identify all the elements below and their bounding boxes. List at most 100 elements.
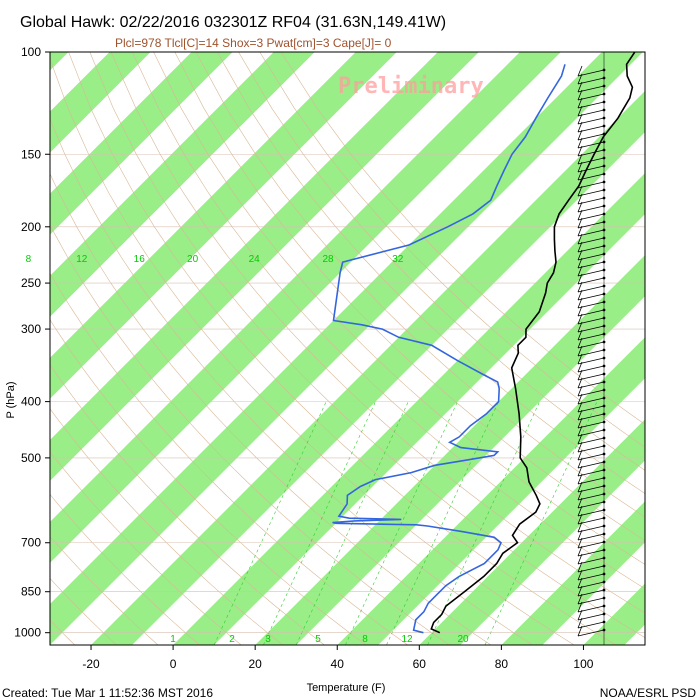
dry-adiabat — [50, 173, 492, 645]
isotherm-band — [419, 419, 645, 645]
wind-barb-flag — [577, 129, 583, 141]
temperature-bands — [50, 52, 645, 645]
wind-barb-dot — [602, 604, 606, 608]
wind-barb-flag — [577, 433, 583, 445]
wind-barb-dot — [602, 420, 606, 424]
mixing-ratio-label: 8 — [26, 254, 32, 265]
isotherm-band — [50, 52, 643, 645]
wind-barb — [577, 457, 606, 469]
wind-barb-dot — [602, 388, 606, 392]
wind-barb-flag — [577, 281, 583, 293]
dry-adiabat — [50, 364, 325, 645]
dry-adiabat — [50, 272, 408, 645]
wind-barb-dot — [602, 540, 606, 544]
isotherm-band — [173, 173, 645, 645]
wind-barb-staff — [577, 349, 605, 357]
wind-barb-staff — [577, 573, 605, 581]
mixing-ratio-label: 28 — [322, 254, 334, 265]
wind-barb-staff — [577, 373, 605, 381]
wind-barb-dot — [602, 76, 606, 80]
agency-footer: NOAA/ESRL PSD — [600, 686, 697, 700]
wind-barb-dot — [602, 308, 606, 312]
wind-barb-flag — [577, 153, 583, 165]
dry-adiabat — [50, 118, 533, 645]
wind-barb-staff — [577, 397, 605, 405]
watermark: Preliminary — [338, 74, 484, 99]
wind-barb-dot — [602, 164, 606, 168]
wind-barb-dot — [602, 84, 606, 88]
wind-barb-flag — [577, 537, 583, 549]
mixing-ratio-labels: 8 12 16 20 24 28 321 2 3 5 8 12 20 — [26, 254, 469, 645]
wind-barb — [577, 553, 606, 565]
wind-barb — [577, 73, 606, 85]
wind-barb-dot — [602, 492, 606, 496]
wind-barb-staff — [577, 93, 605, 101]
y-tick-label: 500 — [21, 451, 41, 465]
wind-barb-dot — [602, 220, 606, 224]
wind-barb — [577, 201, 606, 213]
mixing-ratio-bottom-label: 12 — [401, 634, 413, 645]
wind-barb-staff — [577, 485, 605, 493]
wind-barb-flag — [577, 553, 583, 565]
wind-barb-flag — [577, 265, 583, 277]
wind-barb — [577, 217, 606, 229]
created-footer: Created: Tue Mar 1 11:52:36 MST 2016 — [2, 686, 213, 700]
wind-barb — [577, 241, 606, 253]
wind-barb — [577, 433, 606, 445]
wind-barb-staff — [577, 285, 605, 293]
wind-barb-dot — [602, 316, 606, 320]
isotherm-band — [337, 337, 645, 645]
wind-barb-dot — [602, 612, 606, 616]
dewpoint-profile — [332, 64, 566, 634]
wind-barb-flag — [577, 305, 583, 317]
dry-adiabat — [50, 536, 159, 645]
wind-barb-dot — [602, 156, 606, 160]
wind-barb-staff — [577, 269, 605, 277]
wind-barb — [577, 153, 606, 165]
dry-adiabat — [195, 52, 645, 518]
wind-barb-flag — [577, 473, 583, 485]
wind-barb-dot — [602, 140, 606, 144]
wind-barb-dot — [602, 500, 606, 504]
wind-barb — [577, 329, 606, 341]
wind-barb-dot — [602, 628, 606, 632]
wind-barb — [577, 129, 606, 141]
isotherm-band — [583, 583, 645, 645]
temperature-profile — [430, 52, 636, 634]
wind-barb — [577, 569, 606, 581]
wind-barb — [577, 113, 606, 125]
wind-barb-dot — [602, 524, 606, 528]
wind-barb — [577, 281, 606, 293]
wind-barb-flag — [577, 609, 583, 621]
wind-barb-dot — [602, 196, 606, 200]
x-tick-label: 100 — [573, 657, 593, 671]
wind-barb-staff — [577, 341, 605, 349]
wind-barb-flag — [577, 65, 583, 77]
wind-barb — [577, 225, 606, 237]
wind-barb — [577, 465, 606, 477]
wind-barb-dot — [602, 372, 606, 376]
wind-barb-staff — [577, 549, 605, 557]
wind-barb-staff — [577, 325, 605, 333]
wind-barb-flag — [577, 209, 583, 221]
wind-barb-dot — [602, 108, 606, 112]
wind-barb-flag — [577, 585, 583, 597]
y-tick-label: 200 — [21, 220, 41, 234]
dry-adiabat — [50, 224, 450, 645]
wind-barb-dot — [602, 564, 606, 568]
wind-barb — [577, 161, 606, 173]
wind-barb-staff — [577, 413, 605, 421]
wind-barb-staff — [577, 541, 605, 549]
wind-barb-dot — [602, 484, 606, 488]
wind-barb-staff — [577, 429, 605, 437]
wind-barb-dot — [602, 292, 606, 296]
wind-barb — [577, 521, 606, 533]
wind-barb-staff — [577, 293, 605, 301]
dry-adiabat — [68, 52, 616, 645]
wind-barb-flag — [577, 441, 583, 453]
y-axis: 100 150 200 250 300 400 500 700 850 1000 — [14, 45, 50, 640]
wind-barb-flag — [577, 297, 583, 309]
wind-barb-staff — [577, 493, 605, 501]
wind-barb-flag — [577, 401, 583, 413]
